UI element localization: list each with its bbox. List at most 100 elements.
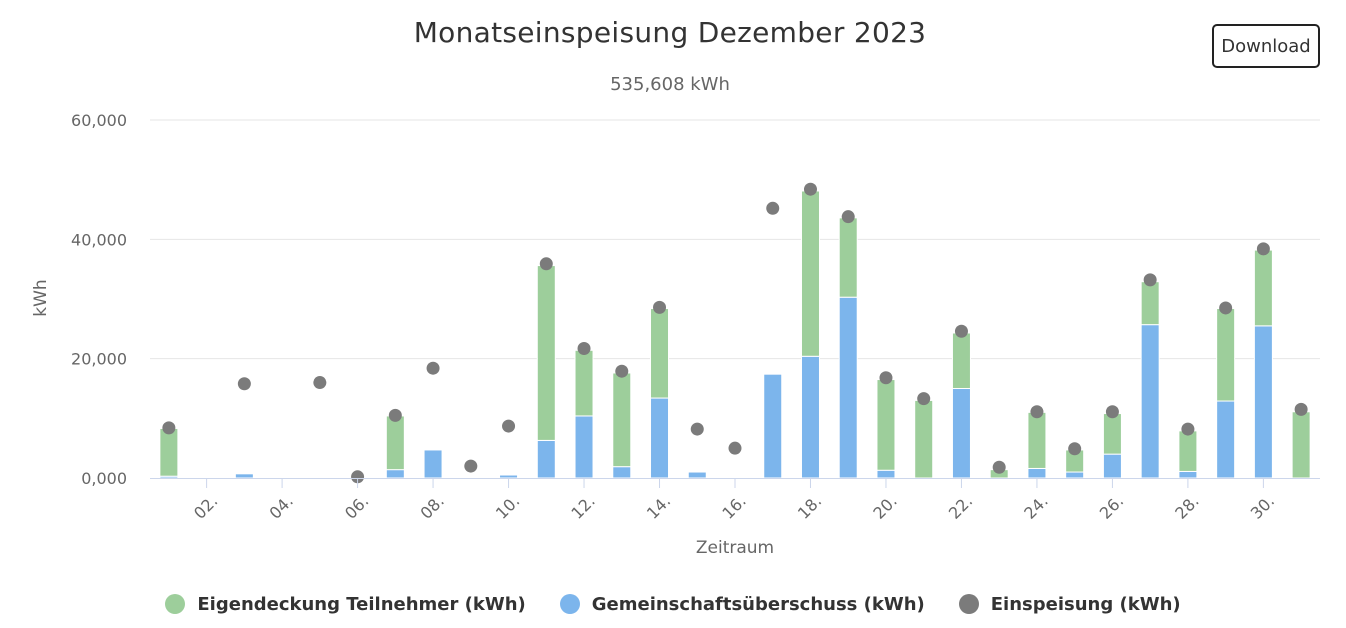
scatter-series (162, 182, 1308, 484)
x-tick-label: 16. (718, 491, 749, 522)
point-einspeisung[interactable] (1219, 301, 1233, 315)
bar-gemeinschaftsueberschuss[interactable] (1140, 324, 1160, 479)
point-einspeisung[interactable] (1030, 405, 1044, 419)
bar-gemeinschaftsueberschuss[interactable] (763, 373, 783, 479)
bar-gemeinschaftsueberschuss[interactable] (838, 296, 858, 479)
bar-gemeinschaftsueberschuss[interactable] (1102, 453, 1122, 479)
y-axis-title: kWh (31, 279, 51, 316)
bar-eigendeckung[interactable] (385, 415, 405, 471)
bar-gemeinschaftsueberschuss[interactable] (499, 474, 519, 479)
point-einspeisung[interactable] (992, 460, 1006, 474)
bar-gemeinschaftsueberschuss[interactable] (612, 466, 632, 479)
chart-title: Monatseinspeisung Dezember 2023 (413, 16, 927, 49)
chart-legend: Eigendeckung Teilnehmer (kWh) Gemeinschaf… (0, 590, 1346, 618)
grid-lines (150, 119, 1320, 360)
y-tick-label: 0,000 (81, 469, 127, 488)
bar-gemeinschaftsueberschuss[interactable] (876, 469, 896, 479)
x-tick-label: 26. (1096, 491, 1127, 522)
bar-gemeinschaftsueberschuss[interactable] (1027, 467, 1047, 479)
point-einspeisung[interactable] (237, 377, 251, 391)
point-einspeisung[interactable] (464, 459, 478, 473)
point-einspeisung[interactable] (917, 392, 931, 406)
bar-gemeinschaftsueberschuss[interactable] (650, 397, 670, 479)
bar-eigendeckung[interactable] (1216, 308, 1236, 402)
point-einspeisung[interactable] (954, 324, 968, 338)
bar-eigendeckung[interactable] (914, 399, 934, 479)
legend-marker (559, 594, 580, 614)
bar-gemeinschaftsueberschuss[interactable] (574, 415, 594, 479)
legend-marker (165, 594, 186, 614)
bar-eigendeckung[interactable] (1027, 411, 1047, 469)
point-einspeisung[interactable] (766, 201, 780, 215)
y-tick-label: 20,000 (71, 350, 127, 369)
point-einspeisung[interactable] (1181, 422, 1195, 436)
point-einspeisung[interactable] (1143, 273, 1157, 287)
y-axis-ticks: 0,000 20,000 40,000 60,000 (71, 111, 127, 488)
bar-eigendeckung[interactable] (1178, 430, 1198, 472)
bar-gemeinschaftsueberschuss[interactable] (1065, 471, 1085, 479)
point-einspeisung[interactable] (803, 182, 817, 196)
legend-marker (958, 594, 979, 614)
bar-eigendeckung[interactable] (650, 308, 670, 399)
point-einspeisung[interactable] (539, 257, 553, 271)
x-tick-label: 12. (567, 491, 598, 522)
legend-item[interactable]: Gemeinschaftsüberschuss (kWh) (559, 593, 925, 615)
bar-gemeinschaftsueberschuss[interactable] (536, 439, 556, 479)
x-tick-label: 04. (265, 491, 296, 522)
x-axis-title: Zeitraum (696, 538, 774, 558)
bar-gemeinschaftsueberschuss[interactable] (234, 473, 254, 479)
bar-gemeinschaftsueberschuss[interactable] (385, 469, 405, 479)
bar-eigendeckung[interactable] (876, 379, 896, 471)
point-einspeisung[interactable] (1294, 402, 1308, 416)
point-einspeisung[interactable] (351, 470, 365, 484)
bar-series (159, 190, 1311, 479)
point-einspeisung[interactable] (1068, 442, 1082, 456)
x-tick-label: 30. (1247, 491, 1278, 522)
legend-label: Einspeisung (kWh) (990, 593, 1181, 615)
bar-eigendeckung[interactable] (1253, 249, 1273, 327)
legend-label: Gemeinschaftsüberschuss (kWh) (591, 593, 925, 615)
bar-eigendeckung[interactable] (1102, 413, 1122, 455)
point-einspeisung[interactable] (841, 210, 855, 224)
point-einspeisung[interactable] (1256, 242, 1270, 256)
bar-eigendeckung[interactable] (574, 349, 594, 417)
x-axis: 02. 04. 06. 08. 10. 12. 14. 16. 18. 20. 22. 24. 26. 2… (150, 478, 1320, 523)
point-einspeisung[interactable] (879, 371, 893, 385)
point-einspeisung[interactable] (162, 421, 176, 435)
x-tick-label: 10. (492, 491, 523, 522)
bar-gemeinschaftsueberschuss[interactable] (1178, 470, 1198, 479)
bar-eigendeckung[interactable] (612, 372, 632, 468)
bar-gemeinschaftsueberschuss[interactable] (951, 388, 971, 479)
bar-eigendeckung[interactable] (951, 332, 971, 390)
x-tick-label: 22. (945, 491, 976, 522)
legend-item[interactable]: Einspeisung (kWh) (958, 593, 1181, 615)
bar-gemeinschaftsueberschuss[interactable] (800, 355, 820, 479)
bar-gemeinschaftsueberschuss[interactable] (1216, 400, 1236, 479)
x-tick-label: 06. (341, 491, 372, 522)
x-tick-label: 20. (869, 491, 900, 522)
download-button[interactable]: Download (1212, 24, 1320, 68)
bar-gemeinschaftsueberschuss[interactable] (423, 449, 443, 479)
point-einspeisung[interactable] (426, 361, 440, 375)
bar-eigendeckung[interactable] (1140, 281, 1160, 326)
point-einspeisung[interactable] (577, 342, 591, 356)
bar-eigendeckung[interactable] (1291, 411, 1311, 479)
bar-gemeinschaftsueberschuss[interactable] (1253, 325, 1273, 479)
point-einspeisung[interactable] (388, 408, 402, 422)
point-einspeisung[interactable] (502, 419, 516, 433)
bar-gemeinschaftsueberschuss[interactable] (687, 471, 707, 479)
x-tick-label: 02. (190, 491, 221, 522)
x-tick-label: 14. (643, 491, 674, 522)
bar-eigendeckung[interactable] (800, 190, 820, 357)
point-einspeisung[interactable] (653, 300, 667, 314)
point-einspeisung[interactable] (615, 364, 629, 378)
bar-eigendeckung[interactable] (536, 265, 556, 441)
bar-eigendeckung[interactable] (838, 217, 858, 298)
legend-label: Eigendeckung Teilnehmer (kWh) (197, 593, 526, 615)
point-einspeisung[interactable] (313, 376, 327, 390)
point-einspeisung[interactable] (1105, 405, 1119, 419)
point-einspeisung[interactable] (728, 441, 742, 455)
point-einspeisung[interactable] (690, 422, 704, 436)
legend-item[interactable]: Eigendeckung Teilnehmer (kWh) (165, 593, 526, 615)
bar-eigendeckung[interactable] (159, 427, 179, 477)
